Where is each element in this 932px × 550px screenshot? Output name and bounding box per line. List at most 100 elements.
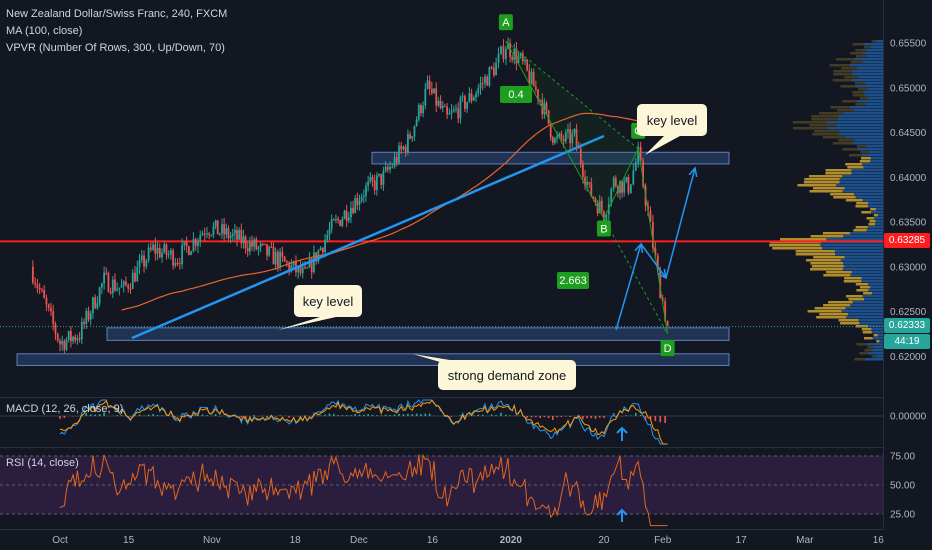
candle-body [389,166,391,170]
macd-hist-bar [201,414,204,416]
candle-body [400,145,403,150]
candle-body [627,176,630,193]
candle-body [666,320,669,327]
vpvr-bar-down [819,112,844,115]
macd-hist-bar [556,416,558,418]
pattern-point-b-label: B [600,224,607,236]
candle-body [511,56,514,60]
candle-body [96,303,99,309]
pattern-fill [505,41,639,219]
candle-body [502,46,505,60]
vpvr-bar-up [868,151,883,154]
rising-trendline [131,134,605,340]
candle-body [492,67,495,76]
candle-body [521,53,524,62]
macd-hist-bar [659,416,662,423]
vpvr-bar-down [825,169,852,172]
time-tick-label: 18 [290,535,302,546]
vpvr-bar-down [779,238,827,241]
vpvr-bar-down [812,133,839,136]
candle-body [103,272,105,284]
vpvr-bar-up [861,280,883,283]
candle-body [229,235,232,239]
abcd-pattern [498,14,675,357]
candle-body [571,133,574,144]
vpvr-bar-down [809,190,843,193]
macd-hist-bar [138,414,141,416]
vpvr-bar-up [856,85,883,88]
vpvr-bar-down [845,295,863,298]
vpvr-bar-down [816,316,847,319]
vpvr-bar-up [850,274,883,277]
vpvr-bar-up [826,127,883,130]
candle-body [549,123,552,138]
countdown-timer-label: 44:19 [884,334,930,349]
vpvr-bar-up [851,73,883,76]
vpvr-bar-down [833,73,852,76]
vpvr-bar-up [861,277,883,280]
vpvr-bar-down [841,67,857,70]
vpvr-bar-down [858,88,868,91]
candle-body [356,198,359,205]
vpvr-bar-down [868,223,875,226]
candle-body [543,103,546,115]
vpvr-bar-up [871,211,883,214]
vpvr-bar-down [836,58,854,61]
candle-body [444,106,446,108]
macd-legend[interactable]: MACD (12, 26, close, 9) [6,403,124,415]
time-tick-label: 2020 [500,535,523,546]
candle-body [600,200,603,212]
vpvr-bar-down [819,313,848,316]
vpvr-bar-down [853,229,867,232]
vpvr-bar-down [826,271,852,274]
macd-hist-bar [464,415,466,416]
rsi-legend[interactable]: RSI (14, close) [6,457,79,469]
candle-body [231,233,234,236]
vpvr-bar-up [868,289,883,292]
candle-body [358,200,361,205]
symbol-legend[interactable]: New Zealand Dollar/Swiss Franc, 240, FXC… [6,8,228,20]
macd-hist-bar [411,414,414,416]
ma-legend[interactable]: MA (100, close) [6,25,83,37]
candle-body [519,53,522,57]
candle-body [174,263,177,266]
candle-body [36,284,39,288]
vpvr-bar-up [863,166,883,169]
vpvr-bar-down [843,280,862,283]
vpvr-bar-up [858,319,883,322]
vpvr-bar-down [840,322,860,325]
candle-body [530,72,533,84]
macd-hist-bar [156,415,159,416]
candle-body [313,252,315,273]
macd-hist-bar [625,415,628,416]
vpvr-bar-down [797,184,836,187]
candle-body [634,162,637,171]
candle-body [143,255,145,267]
candle-body [450,110,453,114]
vpvr-bar-up [841,310,883,313]
vpvr-bar-up [868,97,883,100]
vpvr-bar-up [868,283,883,286]
candle-body [74,336,77,341]
vpvr-bar-down [811,118,839,121]
candle-body [221,224,223,234]
candle-body [629,184,632,193]
candle-body [556,136,558,139]
vpvr-bar-up [851,79,883,82]
candle-body [100,283,103,288]
vpvr-bar-down [810,235,844,238]
macd-hist-bar [89,414,92,416]
candle-body [625,176,628,182]
candle-body [120,285,123,288]
fib-ratio-ab-box [500,86,532,103]
vpvr-bar-up [834,250,883,253]
vpvr-legend[interactable]: VPVR (Number Of Rows, 300, Up/Down, 70) [6,42,225,54]
vpvr-bar-down [855,226,868,229]
vpvr-bar-down [856,202,869,205]
macd-hist-bar [358,414,361,416]
vpvr-bar-up [879,340,883,343]
vpvr-bar-up [862,199,883,202]
candle-body [439,100,442,109]
